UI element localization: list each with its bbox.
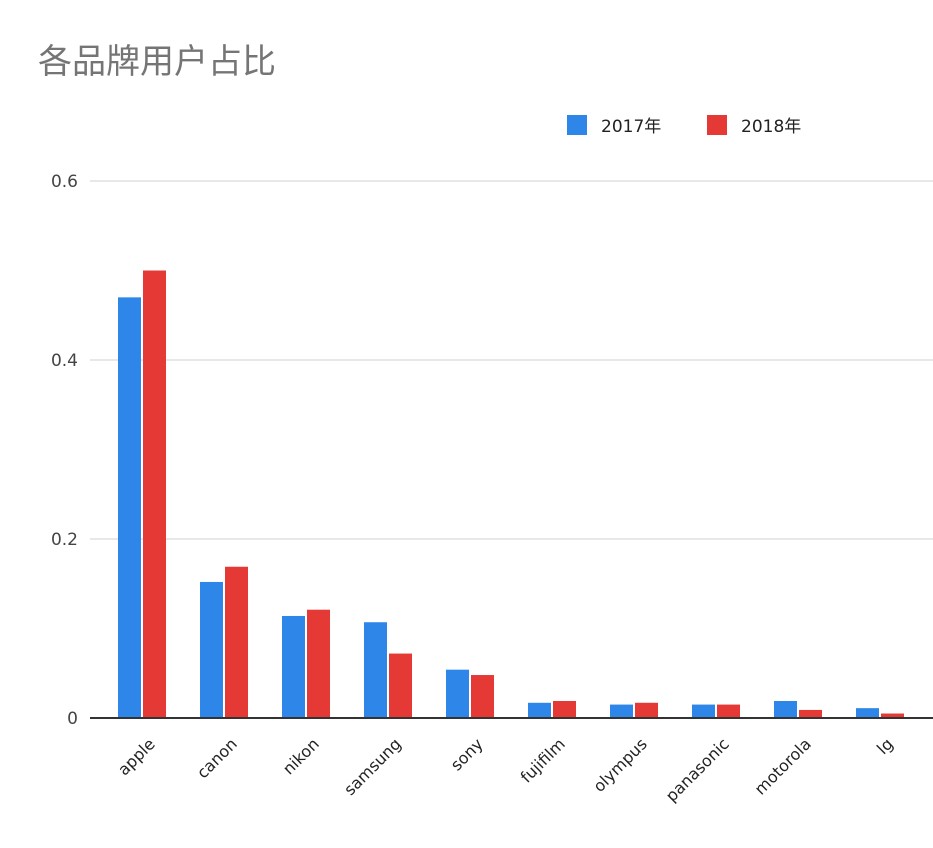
bar-samsung-2017年 xyxy=(364,622,387,718)
bar-panasonic-2018年 xyxy=(717,704,740,718)
gridlines xyxy=(90,180,933,540)
bar-canon-2017年 xyxy=(200,581,223,718)
bar-motorola-2017年 xyxy=(774,700,797,718)
bar-fujifilm-2017年 xyxy=(528,702,551,718)
bar-panasonic-2017年 xyxy=(692,704,715,718)
bar-nikon-2018年 xyxy=(307,609,330,718)
bar-nikon-2017年 xyxy=(282,615,305,718)
bar-olympus-2018年 xyxy=(635,702,658,718)
x-axis-category-labels: apple canon nikon samsung sony fujifilm olympu… xyxy=(114,734,897,805)
y-tick-label: 0.2 xyxy=(51,530,78,550)
x-category-label: olympus xyxy=(589,734,650,795)
bar-sony-2018年 xyxy=(471,675,494,718)
legend-swatch-2018 xyxy=(707,115,727,135)
bar-apple-2017年 xyxy=(118,297,141,718)
chart-title: 各品牌用户占比 xyxy=(38,42,276,82)
legend-label-2018: 2018年 xyxy=(741,117,801,137)
x-category-label: panasonic xyxy=(662,734,733,805)
bar-sony-2017年 xyxy=(446,669,469,718)
bar-motorola-2018年 xyxy=(799,709,822,718)
x-category-label: motorola xyxy=(751,734,815,798)
legend: 2017年 2018年 xyxy=(567,115,801,137)
bars xyxy=(118,270,904,718)
bar-canon-2018年 xyxy=(225,566,248,718)
bar-apple-2018年 xyxy=(143,270,166,718)
bar-lg-2017年 xyxy=(856,708,879,718)
legend-label-2017: 2017年 xyxy=(601,117,661,137)
bar-fujifilm-2018年 xyxy=(553,700,576,718)
x-category-label: apple xyxy=(114,734,159,779)
x-category-label: samsung xyxy=(340,734,405,799)
bar-lg-2018年 xyxy=(881,713,904,718)
x-category-label: fujifilm xyxy=(517,734,569,786)
x-category-label: nikon xyxy=(279,734,323,778)
y-tick-label: 0 xyxy=(67,709,78,729)
y-axis-ticks: 0 0.2 0.4 0.6 xyxy=(51,172,78,729)
x-category-label: canon xyxy=(193,734,241,782)
x-category-label: lg xyxy=(873,734,897,758)
legend-swatch-2017 xyxy=(567,115,587,135)
y-tick-label: 0.4 xyxy=(51,351,78,371)
y-tick-label: 0.6 xyxy=(51,172,78,192)
bar-olympus-2017年 xyxy=(610,704,633,718)
x-category-label: sony xyxy=(447,734,487,774)
bar-samsung-2018年 xyxy=(389,653,412,718)
